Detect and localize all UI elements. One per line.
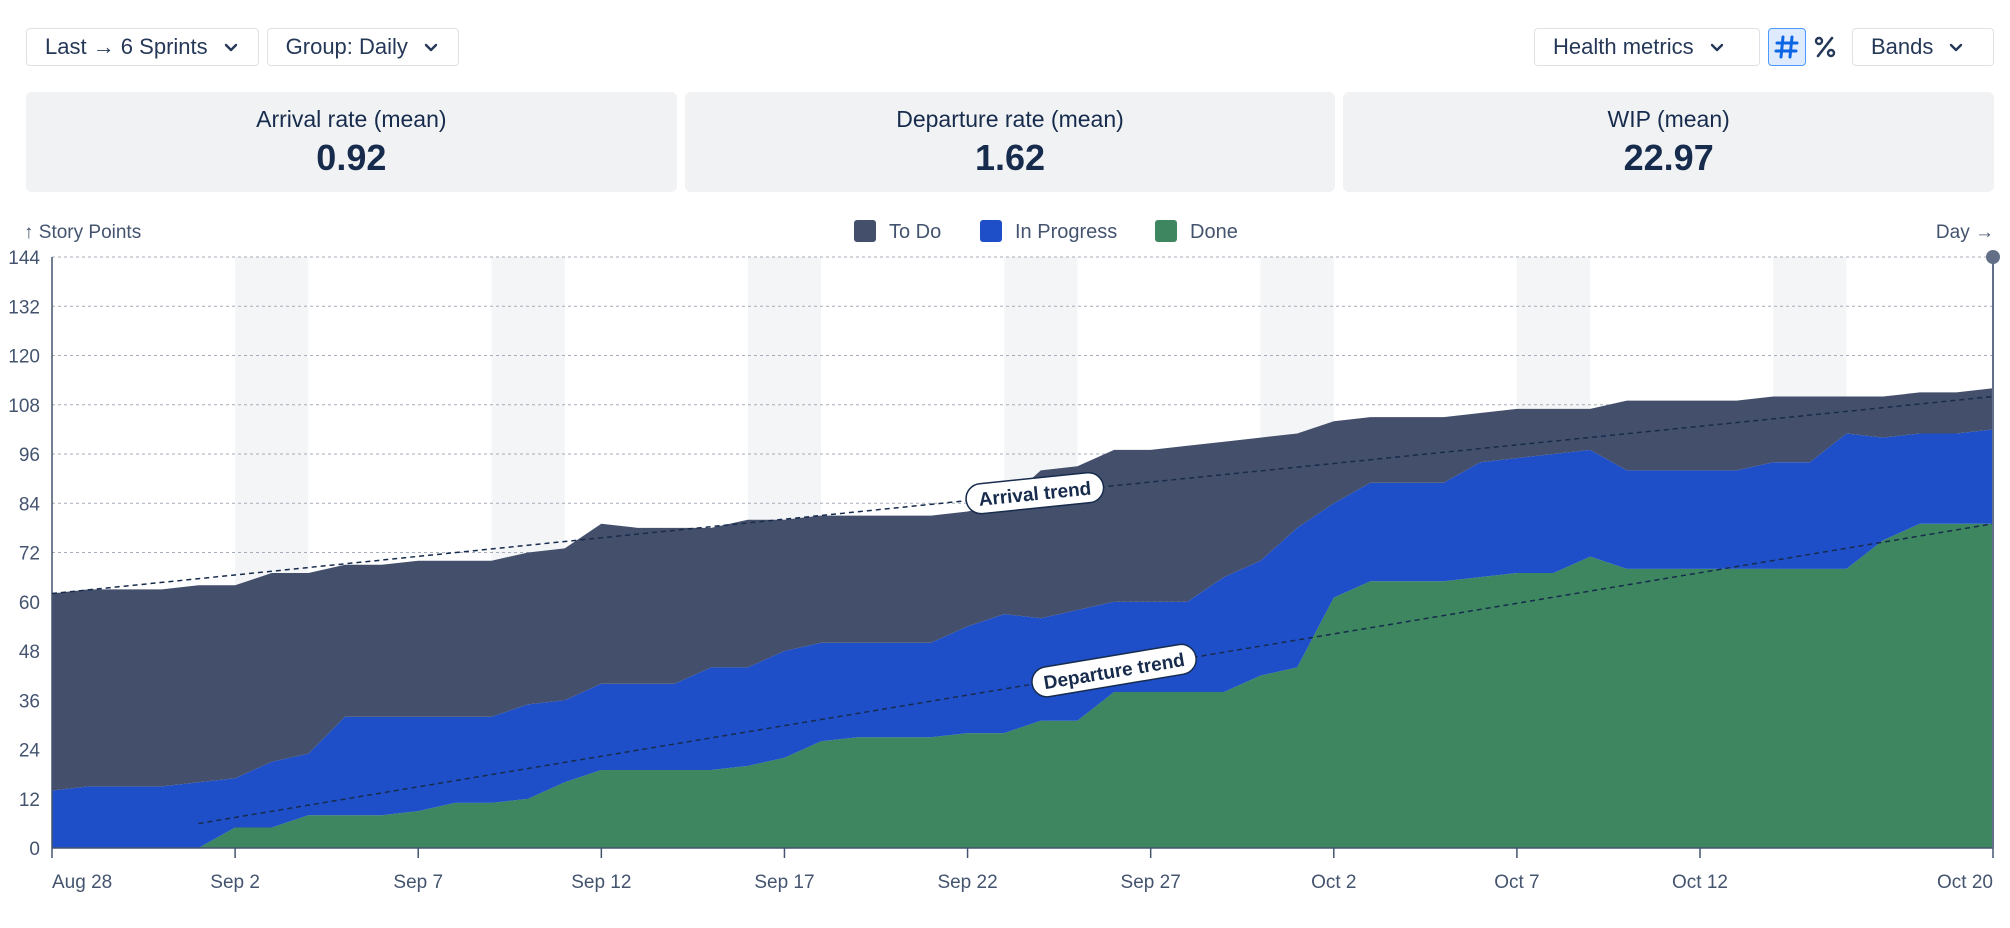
x-tick-label: Sep 7 bbox=[393, 872, 443, 893]
health-metrics-label: Health metrics bbox=[1553, 34, 1694, 59]
metric-value: 0.92 bbox=[316, 136, 387, 178]
x-tick-label: Oct 2 bbox=[1311, 872, 1356, 893]
legend-swatch bbox=[854, 220, 876, 242]
y-axis-label: ↑ Story Points bbox=[24, 222, 141, 243]
hash-icon bbox=[1774, 35, 1799, 59]
y-tick-label: 120 bbox=[8, 347, 40, 368]
legend-swatch bbox=[1155, 220, 1177, 242]
metric-label: Arrival rate (mean) bbox=[256, 105, 447, 132]
trend-label-bg bbox=[1031, 643, 1197, 698]
chevron-down-icon bbox=[424, 43, 438, 52]
cursor-handle bbox=[1986, 250, 2000, 264]
trend-label-bg bbox=[965, 471, 1105, 515]
group-dropdown-label: Group: Daily bbox=[285, 34, 408, 59]
x-tick-label: Aug 28 bbox=[52, 872, 112, 893]
y-tick-label: 48 bbox=[19, 642, 40, 663]
y-tick-label: 12 bbox=[19, 790, 40, 811]
y-tick-label: 24 bbox=[19, 741, 41, 762]
metric-value: 22.97 bbox=[1623, 136, 1714, 178]
legend-label: Done bbox=[1190, 221, 1238, 243]
y-tick-label: 144 bbox=[8, 248, 40, 269]
count-mode-button[interactable] bbox=[1768, 28, 1806, 66]
x-tick-label: Oct 7 bbox=[1494, 872, 1539, 893]
x-tick-label: Oct 12 bbox=[1672, 872, 1728, 893]
wip-card: WIP (mean) 22.97 bbox=[1343, 92, 1995, 192]
legend-label: In Progress bbox=[1015, 221, 1117, 243]
percent-icon bbox=[1814, 36, 1836, 58]
x-axis-label: Day → bbox=[1936, 222, 1994, 243]
y-tick-label: 36 bbox=[19, 691, 40, 712]
departure-rate-card: Departure rate (mean) 1.62 bbox=[684, 92, 1336, 192]
todo-area bbox=[52, 388, 1993, 791]
percent-mode-button[interactable] bbox=[1806, 28, 1844, 66]
range-dropdown[interactable]: Last → 6 Sprints bbox=[26, 28, 259, 66]
y-tick-label: 132 bbox=[8, 297, 40, 318]
metric-label: WIP (mean) bbox=[1607, 105, 1730, 132]
y-tick-label: 72 bbox=[19, 544, 40, 565]
legend-label: To Do bbox=[889, 221, 941, 243]
x-tick-label: Sep 22 bbox=[937, 872, 997, 893]
in-progress-area bbox=[52, 429, 1993, 848]
group-dropdown[interactable]: Group: Daily bbox=[266, 28, 459, 66]
arrival-rate-card: Arrival rate (mean) 0.92 bbox=[26, 92, 677, 192]
x-tick-label: Oct 20 bbox=[1937, 872, 1993, 893]
x-tick-label: Sep 2 bbox=[210, 872, 260, 893]
metric-value: 1.62 bbox=[974, 136, 1046, 178]
y-tick-label: 108 bbox=[8, 396, 40, 417]
bands-dropdown[interactable]: Bands bbox=[1852, 28, 1994, 66]
metric-label: Departure rate (mean) bbox=[896, 105, 1124, 132]
range-dropdown-label: Last → 6 Sprints bbox=[45, 34, 208, 59]
y-tick-label: 96 bbox=[19, 445, 40, 466]
y-tick-label: 84 bbox=[19, 494, 41, 515]
chevron-down-icon bbox=[224, 43, 237, 52]
chevron-down-icon bbox=[1950, 43, 1963, 52]
y-tick-label: 0 bbox=[29, 839, 40, 860]
legend-swatch bbox=[980, 220, 1002, 242]
x-tick-label: Sep 17 bbox=[754, 872, 814, 893]
chevron-down-icon bbox=[1710, 43, 1723, 52]
bands-dropdown-label: Bands bbox=[1871, 34, 1934, 59]
x-tick-label: Sep 27 bbox=[1121, 872, 1181, 893]
y-tick-label: 60 bbox=[19, 593, 40, 614]
x-tick-label: Sep 12 bbox=[571, 872, 631, 893]
health-metrics-dropdown[interactable]: Health metrics bbox=[1534, 28, 1760, 66]
